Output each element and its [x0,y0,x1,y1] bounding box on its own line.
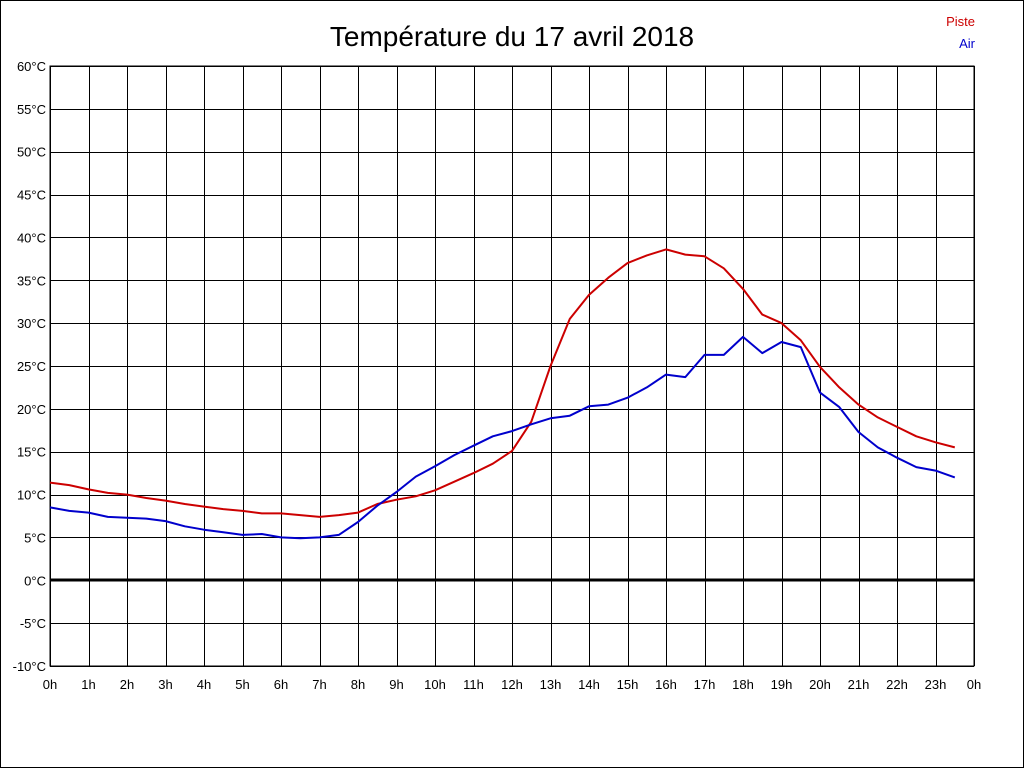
x-tick-label: 21h [848,677,870,692]
x-tick-label: 10h [424,677,446,692]
legend-entry-air: Air [959,36,976,51]
chart-title: Température du 17 avril 2018 [330,21,694,52]
y-tick-label: 0°C [24,573,46,588]
y-tick-label: 40°C [17,230,46,245]
y-tick-label: 15°C [17,445,46,460]
y-tick-label: 25°C [17,359,46,374]
legend-entry-piste: Piste [946,14,975,29]
x-tick-label: 9h [389,677,403,692]
y-tick-label: 60°C [17,59,46,74]
y-tick-label: 50°C [17,145,46,160]
y-tick-label: 30°C [17,316,46,331]
legend: Piste Air [946,14,976,51]
series-line-air [49,335,956,540]
x-tick-label: 0h [967,677,981,692]
x-tick-label: 12h [501,677,523,692]
x-tick-label: 0h [43,677,57,692]
x-tick-label: 19h [771,677,793,692]
y-tick-label: 20°C [17,402,46,417]
x-tick-label: 6h [274,677,288,692]
grid [49,65,975,667]
x-tick-label: 14h [578,677,600,692]
x-tick-label: 7h [312,677,326,692]
x-tick-label: 3h [158,677,172,692]
y-tick-label: 35°C [17,273,46,288]
x-tick-label: 22h [886,677,908,692]
x-tick-label: 17h [694,677,716,692]
x-tick-label: 11h [463,677,484,692]
y-tick-label: 5°C [24,530,46,545]
y-tick-label: 45°C [17,188,46,203]
x-tick-label: 8h [351,677,365,692]
y-tick-labels: -10°C -5°C 0°C 5°C 10°C 15°C 20°C 25°C 30°C 35°C 4… [13,59,46,674]
x-tick-label: 23h [925,677,947,692]
x-tick-label: 13h [540,677,562,692]
x-tick-label: 2h [120,677,134,692]
y-tick-label: -5°C [20,616,46,631]
y-tick-label: 10°C [17,488,46,503]
x-tick-label: 5h [235,677,249,692]
x-tick-label: 4h [197,677,211,692]
x-tick-label: 1h [81,677,95,692]
series-line-piste [49,248,956,518]
series-lines [49,248,956,540]
x-tick-label: 18h [732,677,754,692]
y-tick-label: 55°C [17,102,46,117]
y-tick-label: -10°C [13,659,46,674]
x-tick-label: 15h [617,677,639,692]
x-tick-label: 20h [809,677,831,692]
x-tick-labels: 0h 1h 2h 3h 4h 5h 6h 7h 8h 9h 10h 11h 12h 13h 14h 15h 16… [43,677,981,692]
x-tick-label: 16h [655,677,677,692]
